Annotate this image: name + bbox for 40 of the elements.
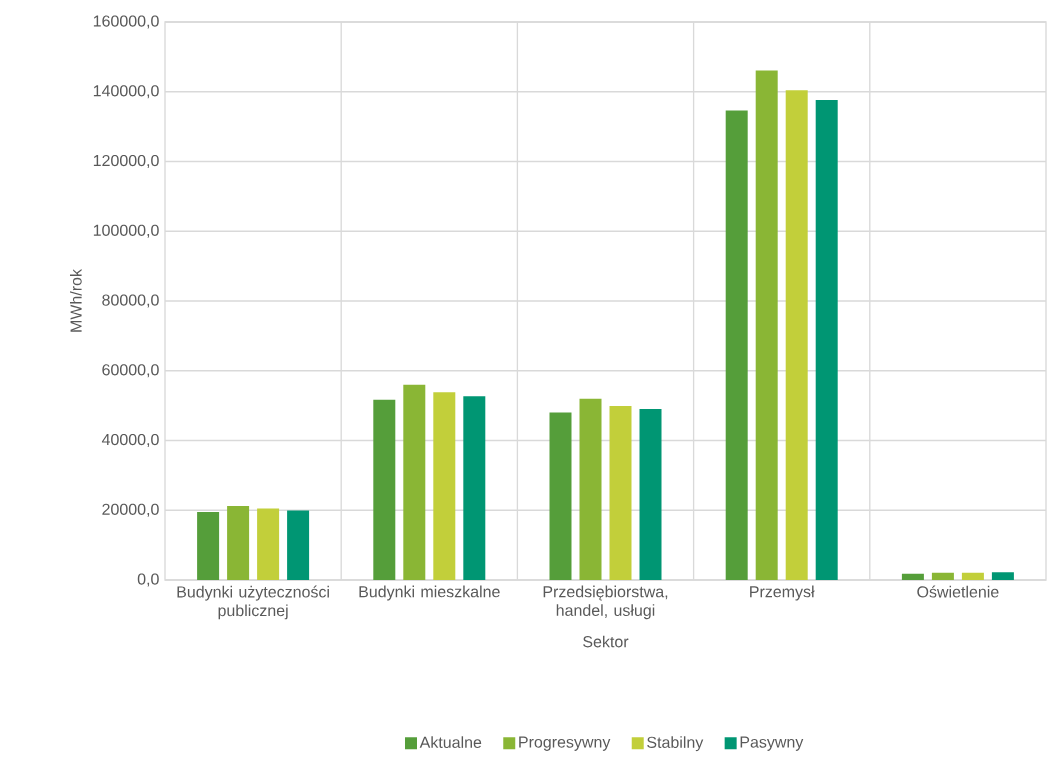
y-tick-label: 120000,0 (93, 154, 159, 169)
bar (549, 412, 572, 580)
bar (579, 398, 602, 580)
y-axis-title: MWh/rok (70, 268, 82, 332)
legend-label: Progresywny (519, 736, 611, 751)
bar (991, 572, 1014, 580)
bar (433, 392, 456, 580)
legend-label: Aktualne (419, 736, 482, 748)
legend-label: Pasywny (740, 736, 804, 751)
bar (287, 510, 310, 580)
bar (609, 405, 632, 580)
x-tick-label: Przemysł (750, 585, 815, 601)
y-tick-label: 40000,0 (101, 433, 159, 448)
y-tick-label: 60000,0 (102, 364, 159, 378)
bar (463, 396, 486, 580)
bar (755, 70, 778, 580)
y-tick-label: 100000,0 (93, 224, 159, 238)
bar (961, 572, 984, 580)
bar (403, 384, 426, 580)
x-tick-label: Budynki użyteczności publicznej (177, 585, 329, 620)
bar (725, 110, 748, 580)
y-tick-label: 160000,0 (93, 15, 159, 29)
x-tick-label: Budynki mieszkalne (359, 585, 500, 601)
bar (639, 409, 662, 580)
legend-label: Stabilny (647, 736, 704, 752)
y-tick-label: 80000,0 (102, 294, 159, 308)
x-tick-label: Przedsiębiorstwa, handel, usługi (543, 585, 668, 620)
bar (785, 90, 808, 580)
bar (815, 100, 838, 580)
bar (197, 512, 220, 580)
bar (373, 399, 396, 580)
y-tick-label: 140000,0 (93, 85, 159, 99)
bar (931, 572, 954, 580)
x-tick-label: Oświetlenie (917, 585, 999, 598)
bar (257, 508, 280, 580)
y-tick-label: 20000,0 (102, 503, 159, 517)
bar (901, 573, 924, 580)
x-axis-title: Sektor (583, 635, 629, 648)
y-tick-label: 0,0 (137, 573, 159, 587)
bar (227, 506, 250, 580)
